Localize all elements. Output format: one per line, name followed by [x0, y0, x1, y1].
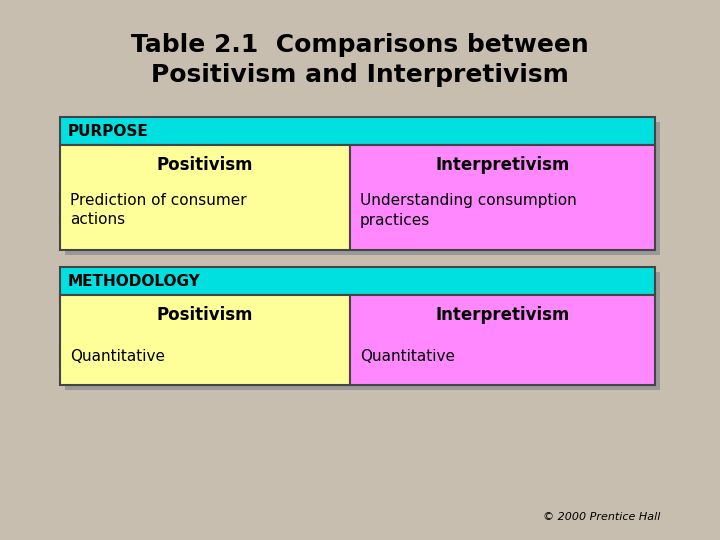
Text: Interpretivism: Interpretivism — [436, 306, 570, 324]
Bar — [355, 150, 660, 255]
Bar — [65, 122, 660, 150]
Bar — [355, 300, 660, 390]
Text: METHODOLOGY: METHODOLOGY — [68, 273, 201, 288]
Bar — [350, 145, 655, 250]
Bar — [65, 300, 355, 390]
Text: Positivism: Positivism — [157, 306, 253, 324]
Text: Understanding consumption
practices: Understanding consumption practices — [360, 193, 577, 227]
Text: Table 2.1  Comparisons between
Positivism and Interpretivism: Table 2.1 Comparisons between Positivism… — [131, 33, 589, 87]
Bar — [60, 267, 655, 295]
Text: © 2000 Prentice Hall: © 2000 Prentice Hall — [543, 512, 660, 522]
Text: Prediction of consumer
actions: Prediction of consumer actions — [70, 193, 247, 227]
Bar — [60, 117, 655, 145]
Text: Quantitative: Quantitative — [360, 349, 455, 364]
Text: Interpretivism: Interpretivism — [436, 156, 570, 174]
Bar — [65, 150, 355, 255]
Bar — [65, 272, 660, 300]
Bar — [60, 145, 350, 250]
Text: PURPOSE: PURPOSE — [68, 124, 149, 138]
Bar — [350, 295, 655, 385]
Bar — [60, 295, 350, 385]
Text: Quantitative: Quantitative — [70, 349, 165, 364]
Text: Positivism: Positivism — [157, 156, 253, 174]
